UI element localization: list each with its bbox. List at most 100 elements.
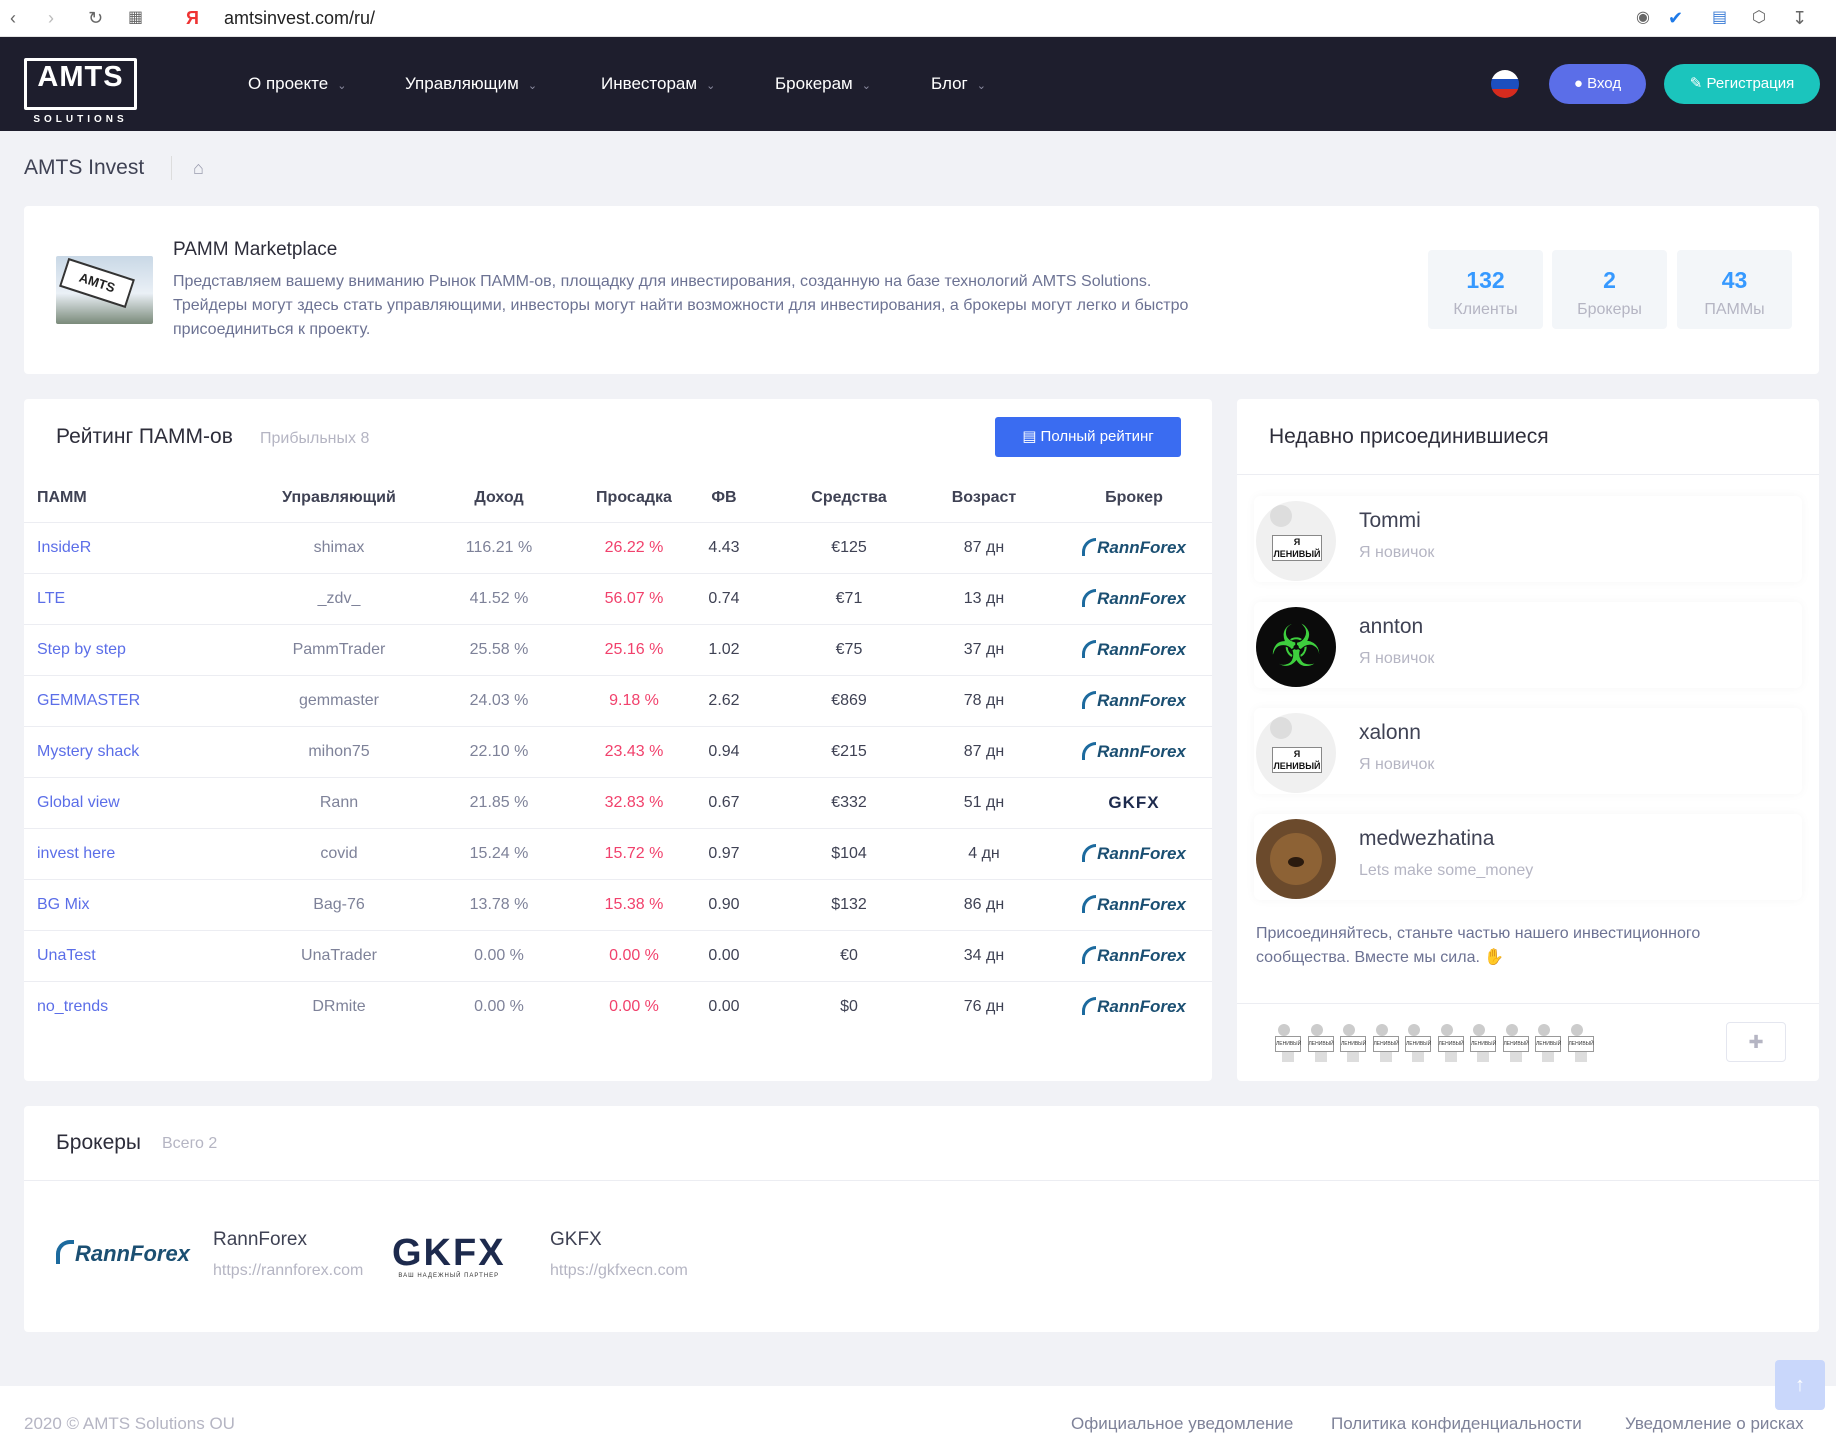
member-name[interactable]: Tommi: [1359, 509, 1421, 532]
manager-link[interactable]: shimax: [313, 539, 365, 556]
site-logo[interactable]: AMTS SOLUTIONS: [24, 58, 137, 125]
home-icon[interactable]: ⌂: [193, 158, 204, 178]
col-header-funds[interactable]: Средства: [811, 489, 887, 506]
age-value: 37 дн: [963, 641, 1005, 658]
address-bar[interactable]: amtsinvest.com/ru/: [224, 8, 376, 28]
col-header-income[interactable]: Доход: [474, 489, 524, 506]
manager-link[interactable]: Rann: [319, 794, 359, 811]
member-item[interactable]: Я ЛЕНИВЫЙ xalonn Я новичок: [1254, 708, 1802, 794]
register-button[interactable]: ✎ Регистрация: [1664, 64, 1820, 104]
footer-link-privacy[interactable]: Политика конфиденциальности: [1331, 1414, 1582, 1433]
broker-logo[interactable]: RannForex: [1059, 573, 1209, 624]
manager-link[interactable]: gemmaster: [298, 692, 380, 709]
pamm-name-link[interactable]: Step by step: [37, 641, 126, 658]
manager-link[interactable]: covid: [320, 845, 358, 862]
pamm-name-link[interactable]: invest here: [37, 845, 116, 862]
reload-icon[interactable]: ↻: [88, 8, 104, 28]
translate-icon[interactable]: ▤: [1712, 9, 1728, 26]
mini-avatar[interactable]: ЛЕНИВЫЙ: [1500, 1022, 1532, 1064]
add-user-button[interactable]: ✚: [1726, 1022, 1786, 1062]
col-header-drawdown[interactable]: Просадка: [596, 489, 672, 506]
broker-logo[interactable]: RannForex: [1059, 981, 1209, 1032]
broker-logo[interactable]: RannForex: [1059, 675, 1209, 726]
pamm-name-link[interactable]: InsideR: [37, 539, 92, 556]
broker-url[interactable]: https://rannforex.com: [213, 1262, 364, 1279]
col-header-pamm[interactable]: ПАММ: [37, 489, 87, 506]
drawdown-value: 9.18 %: [609, 692, 659, 709]
broker-url[interactable]: https://gkfxecn.com: [550, 1262, 688, 1279]
mini-avatar[interactable]: ЛЕНИВЫЙ: [1565, 1022, 1597, 1064]
member-item[interactable]: Я ЛЕНИВЫЙ Tommi Я новичок: [1254, 496, 1802, 582]
broker-logo[interactable]: GKFX: [1059, 777, 1209, 828]
gkfx-logo[interactable]: GKFX ВАШ НАДЕЖНЫЙ ПАРТНЕР: [392, 1233, 506, 1279]
mini-avatar[interactable]: ЛЕНИВЫЙ: [1402, 1022, 1434, 1064]
manager-link[interactable]: DRmite: [312, 998, 366, 1015]
back-icon[interactable]: ‹: [10, 8, 16, 28]
mini-avatar[interactable]: ЛЕНИВЫЙ: [1305, 1022, 1337, 1064]
broker-logo[interactable]: RannForex: [1059, 930, 1209, 981]
manager-link[interactable]: PammTrader: [292, 641, 386, 658]
login-button[interactable]: ● Вход: [1549, 64, 1646, 104]
shield-check-icon[interactable]: ✔: [1668, 8, 1684, 28]
mini-avatar[interactable]: ЛЕНИВЫЙ: [1532, 1022, 1564, 1064]
camera-icon[interactable]: ◉: [1636, 9, 1650, 26]
funds-value: €71: [835, 590, 863, 607]
pamm-name-link[interactable]: GEMMASTER: [37, 692, 141, 709]
broker-name[interactable]: GKFX: [550, 1229, 602, 1250]
col-header-age[interactable]: Возраст: [951, 489, 1017, 506]
extension-box-icon[interactable]: ⬡: [1752, 9, 1766, 26]
nav-about[interactable]: О проекте ⌄: [248, 72, 346, 98]
mini-avatar[interactable]: ЛЕНИВЫЙ: [1435, 1022, 1467, 1064]
pamm-name-link[interactable]: LTE: [37, 590, 66, 607]
broker-logo[interactable]: RannForex: [1059, 879, 1209, 930]
col-header-fv[interactable]: ФВ: [711, 489, 737, 506]
broker-logo[interactable]: RannForex: [1059, 624, 1209, 675]
manager-link[interactable]: Bag-76: [313, 896, 365, 913]
language-flag-ru-icon[interactable]: [1491, 70, 1519, 98]
broker-logo[interactable]: RannForex: [1059, 726, 1209, 777]
member-name[interactable]: xalonn: [1359, 721, 1421, 744]
manager-link[interactable]: UnaTrader: [301, 947, 377, 964]
logo-text: GKFX: [392, 1232, 506, 1274]
broker-name: RannForex: [1097, 844, 1186, 863]
member-name[interactable]: medwezhatina: [1359, 827, 1495, 850]
download-icon[interactable]: ↧: [1792, 8, 1808, 28]
invite-text: Присоединяйтесь, станьте частью нашего и…: [1256, 922, 1796, 970]
member-name[interactable]: annton: [1359, 615, 1424, 638]
member-item[interactable]: medwezhatina Lets make some_money: [1254, 814, 1802, 900]
footer-link-risk[interactable]: Уведомление о рисках: [1625, 1414, 1804, 1433]
funds-value: $104: [831, 845, 867, 862]
nav-investors[interactable]: Инвесторам ⌄: [601, 72, 715, 98]
col-header-broker[interactable]: Брокер: [1105, 489, 1163, 506]
mini-avatar[interactable]: ЛЕНИВЫЙ: [1272, 1022, 1304, 1064]
manager-link[interactable]: _zdv_: [317, 590, 361, 607]
stat-caption: ПАММы: [1704, 301, 1765, 318]
mini-avatar-sign: ЛЕНИВЫЙ: [1405, 1036, 1431, 1052]
pamm-name-link[interactable]: no_trends: [37, 998, 109, 1015]
rannforex-logo[interactable]: RannForex: [56, 1240, 190, 1267]
footer-link-legal-notice[interactable]: Официальное уведомление: [1071, 1414, 1294, 1433]
drawdown-value: 26.22 %: [604, 539, 664, 556]
member-item[interactable]: ☣ annton Я новичок: [1254, 602, 1802, 688]
col-header-manager[interactable]: Управляющий: [282, 489, 396, 506]
nav-brokers[interactable]: Брокерам ⌄: [775, 72, 871, 98]
income-value: 13.78 %: [469, 896, 529, 913]
full-rating-button[interactable]: ▤ Полный рейтинг: [995, 417, 1181, 457]
broker-logo[interactable]: RannForex: [1059, 522, 1209, 573]
mini-avatar[interactable]: ЛЕНИВЫЙ: [1370, 1022, 1402, 1064]
broker-name[interactable]: RannForex: [213, 1229, 307, 1250]
forward-icon[interactable]: ›: [48, 8, 54, 28]
manager-link[interactable]: mihon75: [308, 743, 370, 760]
mini-avatar[interactable]: ЛЕНИВЫЙ: [1467, 1022, 1499, 1064]
nav-blog[interactable]: Блог ⌄: [931, 72, 986, 98]
mini-avatar[interactable]: ЛЕНИВЫЙ: [1337, 1022, 1369, 1064]
pamm-name-link[interactable]: Mystery shack: [37, 743, 140, 760]
tabs-grid-icon[interactable]: ▦: [128, 9, 144, 26]
pamm-name-link[interactable]: Global view: [37, 794, 120, 811]
scroll-top-button[interactable]: ↑: [1775, 1360, 1825, 1410]
pamm-name-link[interactable]: BG Mix: [37, 896, 90, 913]
broker-logo[interactable]: RannForex: [1059, 828, 1209, 879]
pamm-name-link[interactable]: UnaTest: [37, 947, 96, 964]
drawdown-value: 0.00 %: [609, 998, 659, 1015]
nav-managers[interactable]: Управляющим ⌄: [405, 72, 537, 98]
